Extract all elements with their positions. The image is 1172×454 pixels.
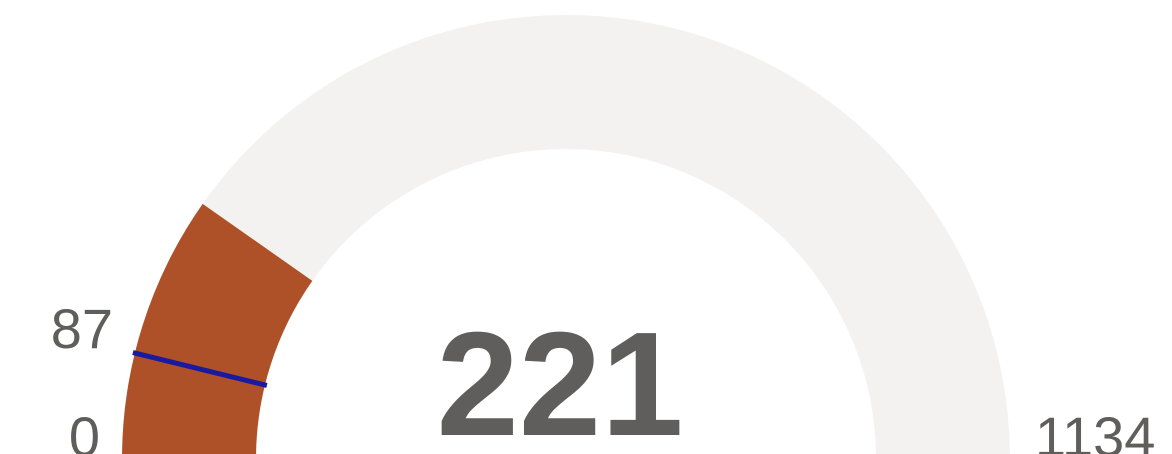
gauge-value: 221	[437, 302, 684, 454]
gauge-fill	[122, 203, 313, 454]
gauge-max-label: 1134	[1035, 405, 1155, 454]
gauge-min-label: 0	[69, 405, 100, 454]
gauge-target-label: 87	[51, 297, 113, 360]
gauge-track	[122, 15, 1010, 454]
gauge	[122, 15, 1010, 454]
gauge-target	[132, 350, 268, 388]
